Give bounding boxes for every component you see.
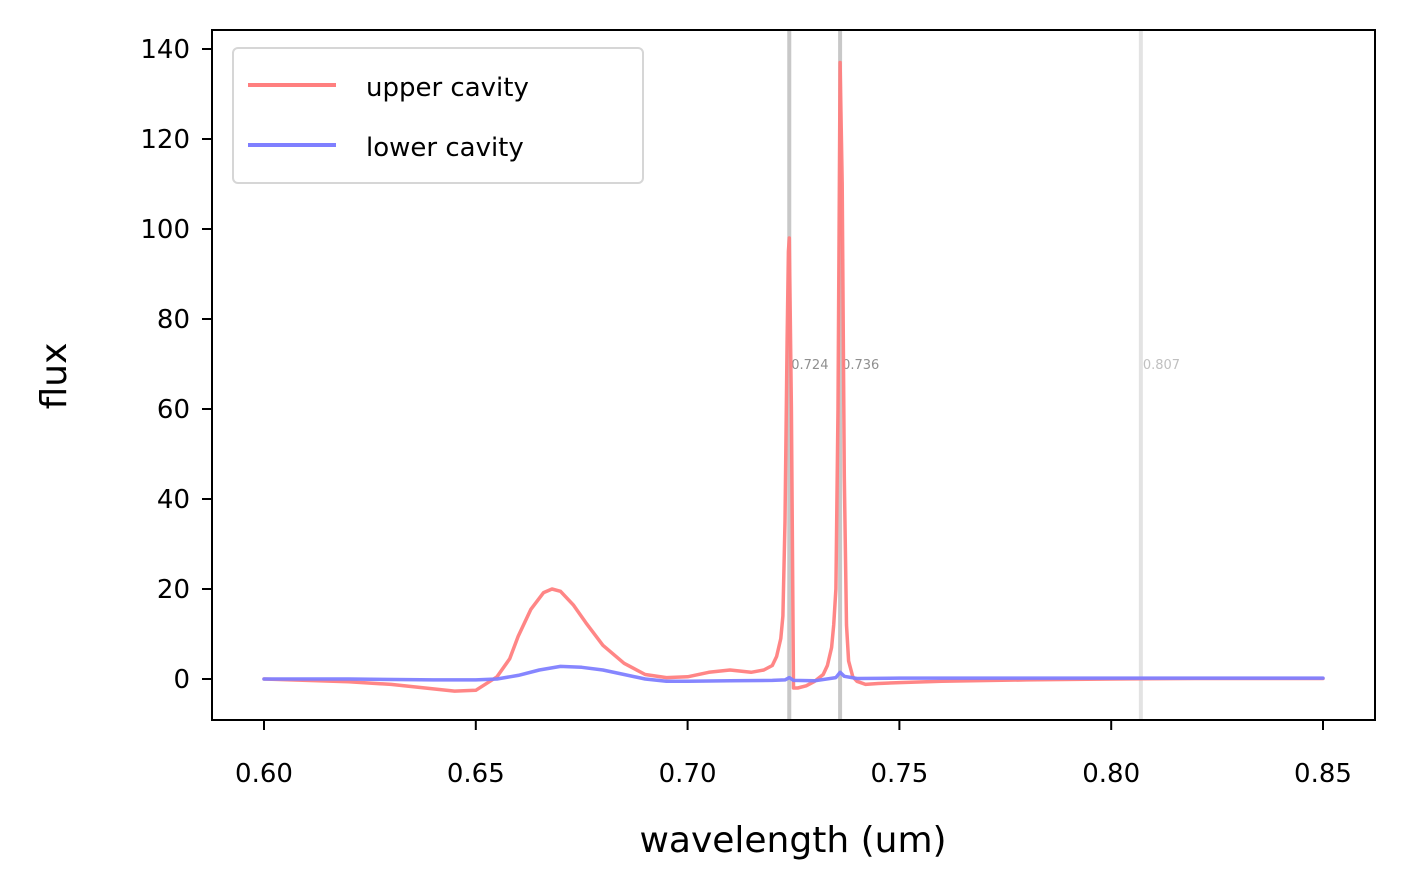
series-layer <box>262 60 1325 693</box>
x-tick-label: 0.85 <box>1294 759 1352 789</box>
vertical-line-label-0-736: 0.736 <box>842 358 879 373</box>
y-tick-label: 140 <box>140 35 190 65</box>
vertical-lines: 0.724 0.736 0.807 <box>787 31 1180 719</box>
x-tick-label: 0.60 <box>235 759 293 789</box>
y-tick-label: 40 <box>157 485 190 515</box>
plot-frame <box>211 29 1376 721</box>
y-tick-label: 60 <box>157 395 190 425</box>
vertical-line-label-0-724: 0.724 <box>791 358 828 373</box>
y-tick-label: 120 <box>140 125 190 155</box>
x-tick-label: 0.70 <box>659 759 717 789</box>
x-tick-label: 0.80 <box>1082 759 1140 789</box>
y-axis-label: flux <box>34 343 75 410</box>
x-axis-label: wavelength (um) <box>639 820 946 861</box>
y-tick-label: 80 <box>157 305 190 335</box>
legend-label-lower-cavity: lower cavity <box>366 133 524 163</box>
y-tick-label: 20 <box>157 575 190 605</box>
x-tick-label: 0.75 <box>870 759 928 789</box>
vertical-line-label-0-807: 0.807 <box>1143 358 1180 373</box>
y-tick-label: 100 <box>140 215 190 245</box>
legend: upper cavity lower cavity <box>232 47 644 184</box>
legend-box <box>232 47 644 184</box>
legend-label-upper-cavity: upper cavity <box>366 73 529 103</box>
x-tick-label: 0.65 <box>447 759 505 789</box>
y-axis: 0 20 40 60 80 100 120 140 <box>140 35 212 695</box>
series-line-upper-cavity <box>262 60 1325 693</box>
x-axis: 0.60 0.65 0.70 0.75 0.80 0.85 <box>235 720 1352 789</box>
y-tick-label: 0 <box>173 665 190 695</box>
series-line-lower-cavity <box>262 664 1325 684</box>
